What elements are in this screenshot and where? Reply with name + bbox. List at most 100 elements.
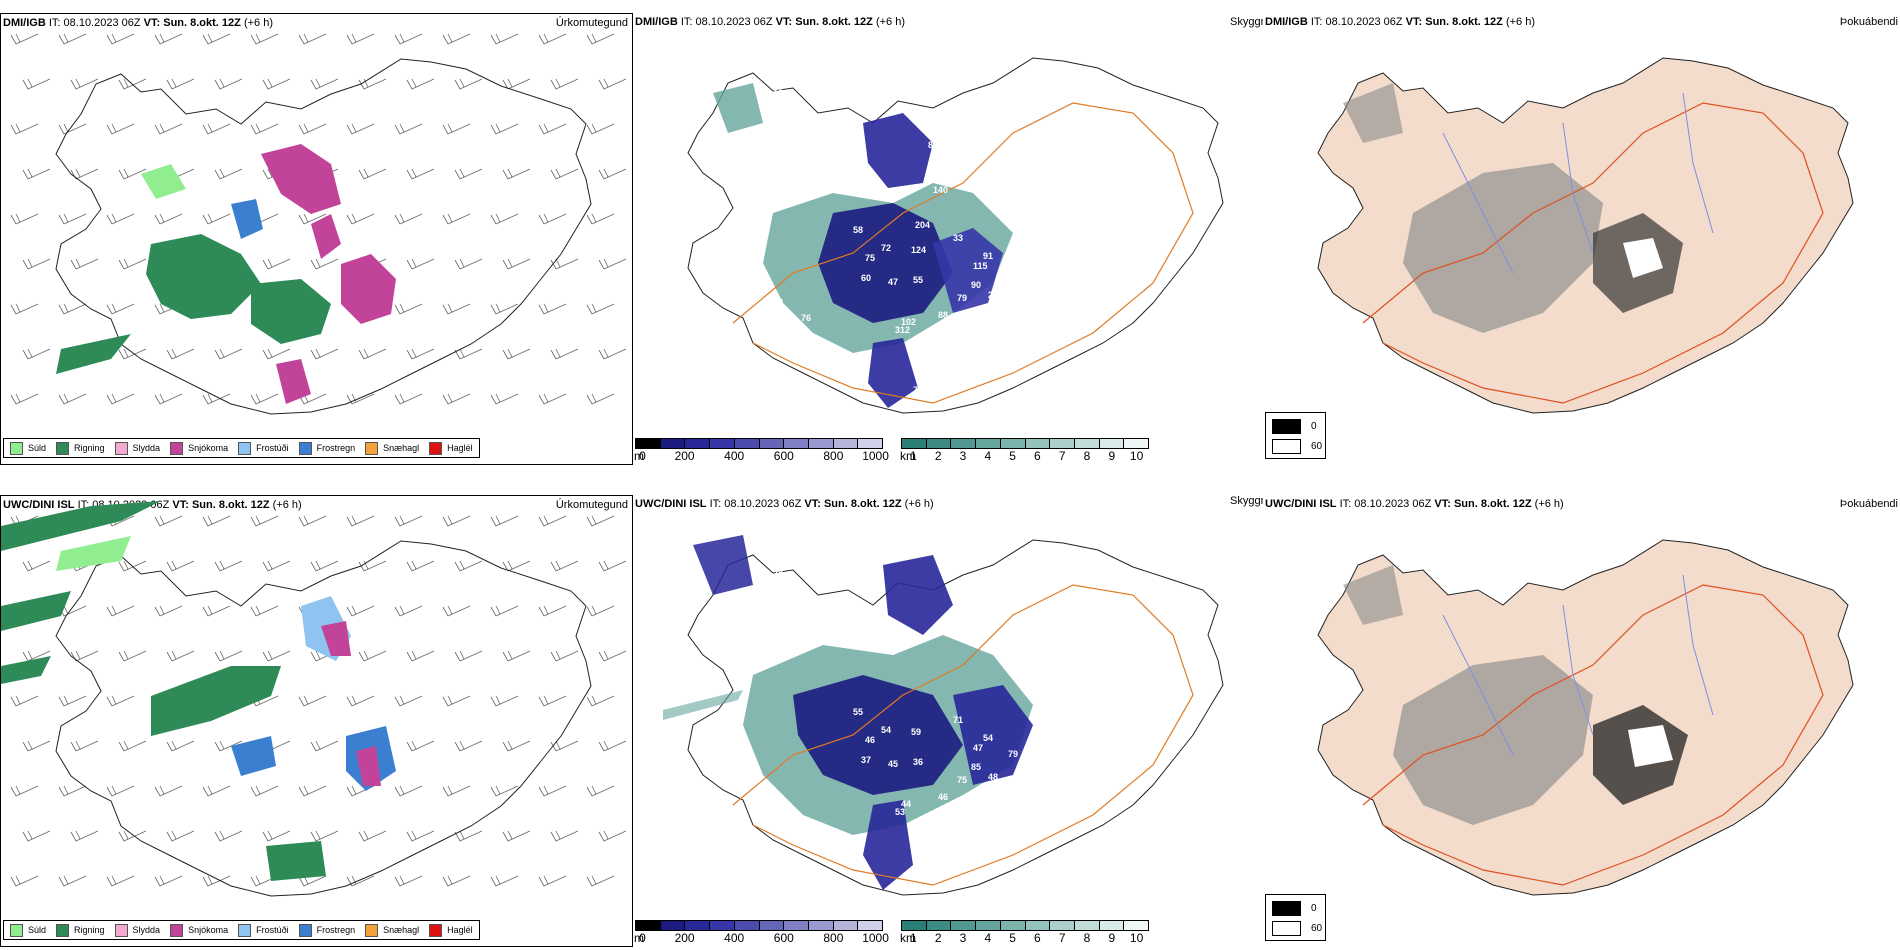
- legend-swatch: [170, 441, 184, 455]
- colorbar-tick-label: 8: [1083, 449, 1091, 463]
- wind-barb: [502, 650, 531, 662]
- param-title-visibility-row2: Skyggni: [1230, 495, 1263, 507]
- colorbar-swatch: [833, 921, 859, 930]
- visibility-colorbar-unit: km: [900, 931, 916, 945]
- fog-key-low-swatch: [1272, 419, 1301, 434]
- legend-swatch: [429, 441, 443, 455]
- wind-barb: [214, 560, 243, 572]
- wind-barb: [10, 875, 39, 887]
- fog-key-high-label: 60: [1311, 923, 1323, 934]
- visibility-colorbar-swatches: [901, 920, 1149, 931]
- wind-barb: [262, 348, 291, 360]
- colorbar-swatch: [858, 439, 883, 448]
- legend-swatch: [238, 441, 252, 455]
- colorbar-tick-label: 7: [1058, 931, 1066, 945]
- wind-barb: [106, 605, 135, 617]
- wind-barb: [346, 695, 375, 707]
- wind-barb: [406, 168, 435, 180]
- visibility-label: 79: [957, 293, 967, 303]
- wind-barb: [70, 830, 99, 842]
- legend-swatch: [56, 441, 70, 455]
- wind-barb: [10, 303, 39, 315]
- wind-barb: [298, 785, 327, 797]
- wind-barb: [502, 830, 531, 842]
- legend-swatch: [10, 441, 23, 455]
- precip-legend-row1: Súld Rigning Slydda Snjókoma Frostúði Frostre…: [3, 438, 480, 458]
- wind-barb: [70, 740, 99, 752]
- fog-key-high-swatch: [1272, 921, 1301, 936]
- fog-map-row1: [1317, 57, 1854, 414]
- wind-barb: [406, 348, 435, 360]
- visibility-label: 76: [801, 313, 811, 323]
- fog-panel-row1: DMI/IGB IT: 08.10.2023 06Z VT: Sun. 8.ok…: [1263, 13, 1900, 465]
- wind-barb: [154, 123, 183, 135]
- wind-barb: [58, 875, 87, 887]
- wind-barb: [586, 123, 615, 135]
- wind-barb: [598, 78, 627, 90]
- visibility-label: 44: [901, 799, 911, 809]
- wind-barb: [598, 168, 627, 180]
- wind-barb: [118, 168, 147, 180]
- fog-map-row2: [1317, 539, 1854, 896]
- wind-barb: [586, 303, 615, 315]
- colorbar-tick-label: 800: [823, 449, 844, 463]
- colorbar-swatch: [1074, 439, 1100, 448]
- visibility-label: 71: [953, 715, 963, 725]
- param-title-precip-row1: Úrkomutegund: [555, 17, 628, 29]
- wind-barb: [202, 875, 231, 887]
- wind-barb: [70, 78, 99, 90]
- wind-barb: [490, 605, 519, 617]
- wind-barb: [58, 33, 87, 45]
- wind-barb: [262, 830, 291, 842]
- wind-barb: [106, 393, 135, 405]
- wind-barb: [250, 393, 279, 405]
- param-title-fog-row2: Þokuábendi: [1839, 498, 1898, 510]
- colorbar-tick-label: 6: [1034, 931, 1041, 945]
- wind-barb: [406, 650, 435, 662]
- wind-barb: [10, 695, 39, 707]
- colorbar-tick-label: 5: [1009, 931, 1016, 945]
- panel-title-row1-fog: DMI/IGB IT: 08.10.2023 06Z VT: Sun. 8.ok…: [1265, 16, 1535, 28]
- colorbar-swatch: [951, 921, 977, 930]
- legend-swatch: [114, 441, 128, 455]
- param-title-precip-row2: Úrkomutegund: [555, 499, 628, 511]
- legend-swatch: [114, 923, 128, 937]
- wind-barb: [442, 695, 471, 707]
- wind-barb: [70, 258, 99, 270]
- legend-label: Frostúði: [256, 443, 289, 453]
- wind-barb: [202, 605, 231, 617]
- colorbar-tick-label: 10: [1129, 449, 1144, 463]
- wind-barb: [22, 168, 51, 180]
- wind-barb: [118, 740, 147, 752]
- wind-barb: [10, 123, 39, 135]
- legend-item: Rigning: [56, 923, 105, 937]
- wind-barb: [298, 213, 327, 225]
- wind-barb: [538, 33, 567, 45]
- terrain-colorbar-unit: m: [634, 449, 644, 463]
- visibility-label: 55: [853, 707, 863, 717]
- legend-swatch: [298, 441, 312, 455]
- wind-barb: [202, 123, 231, 135]
- colorbar-swatch: [1099, 439, 1125, 448]
- wind-barb: [550, 560, 579, 572]
- wind-barb: [106, 213, 135, 225]
- visibility-colorbar-row1: 1 2 3 4 5 6 7 8 9 10 km: [900, 438, 1149, 465]
- coastline-row2: [55, 540, 592, 897]
- wind-barb: [214, 168, 243, 180]
- visibility-panel-row2: UWC/DINI ISL IT: 08.10.2023 06Z VT: Sun.…: [633, 495, 1263, 947]
- visibility-label: 140: [933, 185, 948, 195]
- wind-barb: [118, 78, 147, 90]
- wind-barb: [394, 605, 423, 617]
- visibility-label: 58: [853, 225, 863, 235]
- colorbar-swatch: [902, 921, 927, 930]
- wind-barb: [538, 875, 567, 887]
- wind-barb: [214, 348, 243, 360]
- wind-barb: [250, 33, 279, 45]
- colorbar-swatch: [759, 439, 785, 448]
- visibility-label: 46: [865, 735, 875, 745]
- wind-barb: [358, 830, 387, 842]
- legend-swatch: [429, 923, 443, 937]
- legend-label: Snæhagl: [383, 925, 420, 935]
- wind-barb: [442, 605, 471, 617]
